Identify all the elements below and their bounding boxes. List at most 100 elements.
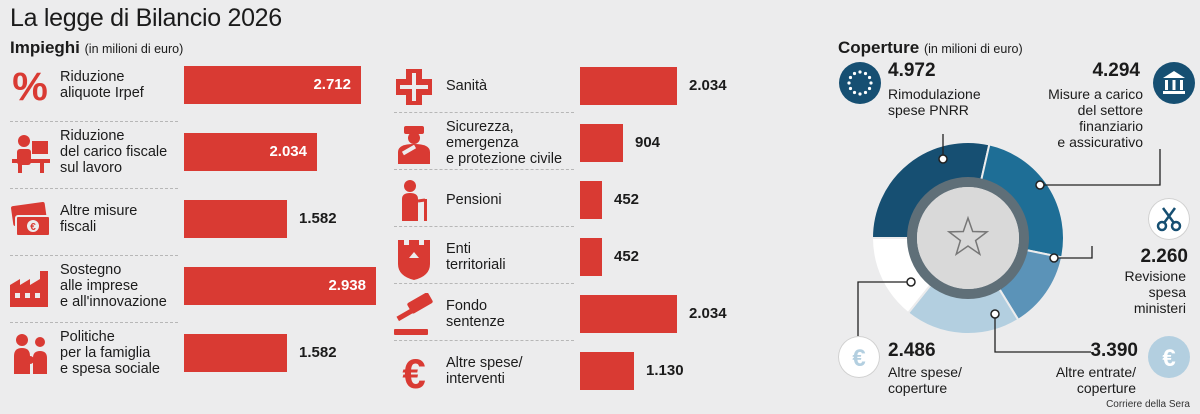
impieghi-bar: [184, 66, 361, 104]
impieghi-label: Politiche per la famiglia e spesa sociale: [60, 329, 160, 377]
donut-slice: [870, 141, 991, 239]
impieghi-row: Fondo sentenze 2.034: [392, 285, 783, 343]
euro-coin-icon: €: [1148, 336, 1190, 378]
impieghi-value: 904: [635, 134, 661, 151]
impieghi-value: 452: [614, 191, 640, 208]
impieghi-row: % Riduzione aliquote Irpef 2.712: [8, 56, 440, 114]
coperture-title: Coperture: [838, 38, 920, 57]
donut-inner-ring: [907, 177, 1029, 299]
family-icon: [8, 332, 52, 376]
euro-icon: €: [392, 350, 436, 397]
leader-dot: [938, 154, 948, 164]
gavel-icon: [392, 292, 436, 337]
impieghi-heading: Impieghi (in milioni di euro): [10, 38, 183, 58]
coperture-label: Misure a carico del settore finanziario e a…: [1048, 86, 1143, 150]
coperture-label: Revisione spesa ministeri: [1124, 268, 1186, 316]
row-divider: [10, 188, 178, 189]
row-divider: [394, 112, 574, 113]
police-officer-icon: [392, 122, 436, 166]
impieghi-bar: [580, 238, 602, 276]
row-divider: [394, 340, 574, 341]
factory-icon: [8, 265, 52, 309]
leader-dot: [906, 277, 916, 287]
emblem-icon: [917, 187, 1019, 289]
impieghi-value: 1.130: [646, 362, 684, 379]
impieghi-row: € Altre misure fiscali 1.582: [8, 190, 440, 248]
impieghi-bar: [580, 181, 602, 219]
svg-text:€: €: [402, 350, 425, 394]
impieghi-row: Enti territoriali 452: [392, 228, 783, 286]
coperture-label: Altre spese/coperture: [888, 364, 962, 396]
scissors-icon: [1148, 198, 1190, 240]
impieghi-value: 452: [614, 248, 640, 265]
impieghi-value: 1.582: [299, 344, 337, 361]
coperture-value: 4.972: [888, 60, 936, 81]
impieghi-bar: [184, 334, 287, 372]
impieghi-unit: (in milioni di euro): [84, 42, 184, 56]
coperture-value: 3.390: [1090, 340, 1138, 361]
euro-coin-icon: €: [838, 336, 880, 378]
health-cross-icon: [392, 65, 436, 109]
leader-dot: [1035, 180, 1045, 190]
svg-text:€: €: [852, 345, 865, 372]
leader-dot: [990, 309, 1000, 319]
impieghi-bar: [184, 200, 287, 238]
worker-desk-icon: [8, 131, 52, 175]
percent-icon: %: [8, 64, 52, 109]
impieghi-value: 2.712: [313, 76, 351, 93]
coat-of-arms-icon: [392, 236, 436, 280]
row-divider: [10, 322, 178, 323]
source-credit: Corriere della Sera: [1106, 399, 1190, 410]
donut-slice: [906, 281, 1020, 335]
impieghi-row: Pensioni 452: [392, 171, 783, 229]
impieghi-bar: [580, 295, 677, 333]
coperture-heading: Coperture (in milioni di euro): [838, 38, 1023, 58]
impieghi-label: Fondo sentenze: [446, 298, 505, 330]
impieghi-bar: [580, 67, 677, 105]
impieghi-value: 2.034: [689, 77, 727, 94]
impieghi-label: Altre spese/interventi: [446, 355, 523, 387]
svg-text:€: €: [30, 222, 36, 233]
impieghi-value: 2.938: [328, 277, 366, 294]
eu-flag-icon: [839, 62, 881, 104]
elderly-person-icon: [392, 179, 436, 223]
coperture-unit: (in milioni di euro): [923, 42, 1023, 56]
impieghi-label: Sicurezza, emergenza e protezione civile: [446, 119, 563, 167]
impieghi-row: Sostegno alle imprese e all'innovazione 2.9…: [8, 257, 440, 315]
donut-slice: [979, 143, 1065, 259]
impieghi-row: Sicurezza, emergenza e protezione civile 90…: [392, 114, 783, 172]
impieghi-label: Sanità: [446, 78, 488, 94]
impieghi-row: € Altre spese/interventi 1.130: [392, 342, 783, 400]
donut-slice: [870, 237, 934, 315]
leader-line: [1040, 149, 1161, 186]
coperture-value: 4.294: [1092, 60, 1140, 81]
impieghi-label: Riduzione aliquote Irpef: [60, 69, 144, 101]
banknotes-icon: €: [8, 198, 52, 242]
row-divider: [394, 226, 574, 227]
impieghi-row: Riduzione del carico fiscale sul lavoro 2.0…: [8, 123, 440, 181]
impieghi-value: 1.582: [299, 210, 337, 227]
impieghi-bar: [580, 352, 634, 390]
impieghi-label: Enti territoriali: [446, 241, 506, 273]
row-divider: [394, 283, 574, 284]
leader-dot: [1049, 253, 1059, 263]
leader-line: [857, 281, 911, 338]
bank-icon: [1153, 62, 1195, 104]
impieghi-title: Impieghi: [10, 38, 80, 57]
coperture-label: Altre entrate/coperture: [1055, 364, 1136, 396]
row-divider: [10, 121, 178, 122]
impieghi-value: 2.034: [269, 143, 307, 160]
impieghi-label: Sostegno alle imprese e all'innovazione: [60, 262, 167, 310]
emblem-star: [946, 215, 990, 257]
svg-text:%: %: [12, 65, 48, 108]
impieghi-value: 2.034: [689, 305, 727, 322]
coperture-label: Rimodulazione spese PNRR: [888, 86, 981, 118]
coperture-value: 2.260: [1140, 246, 1188, 267]
impieghi-label: Pensioni: [446, 192, 502, 208]
impieghi-row: Politiche per la famiglia e spesa sociale 1…: [8, 324, 440, 382]
row-divider: [10, 255, 178, 256]
svg-text:€: €: [1162, 345, 1175, 372]
impieghi-row: Sanità 2.034: [392, 57, 783, 115]
impieghi-bar: [580, 124, 623, 162]
impieghi-bar: [184, 133, 317, 171]
